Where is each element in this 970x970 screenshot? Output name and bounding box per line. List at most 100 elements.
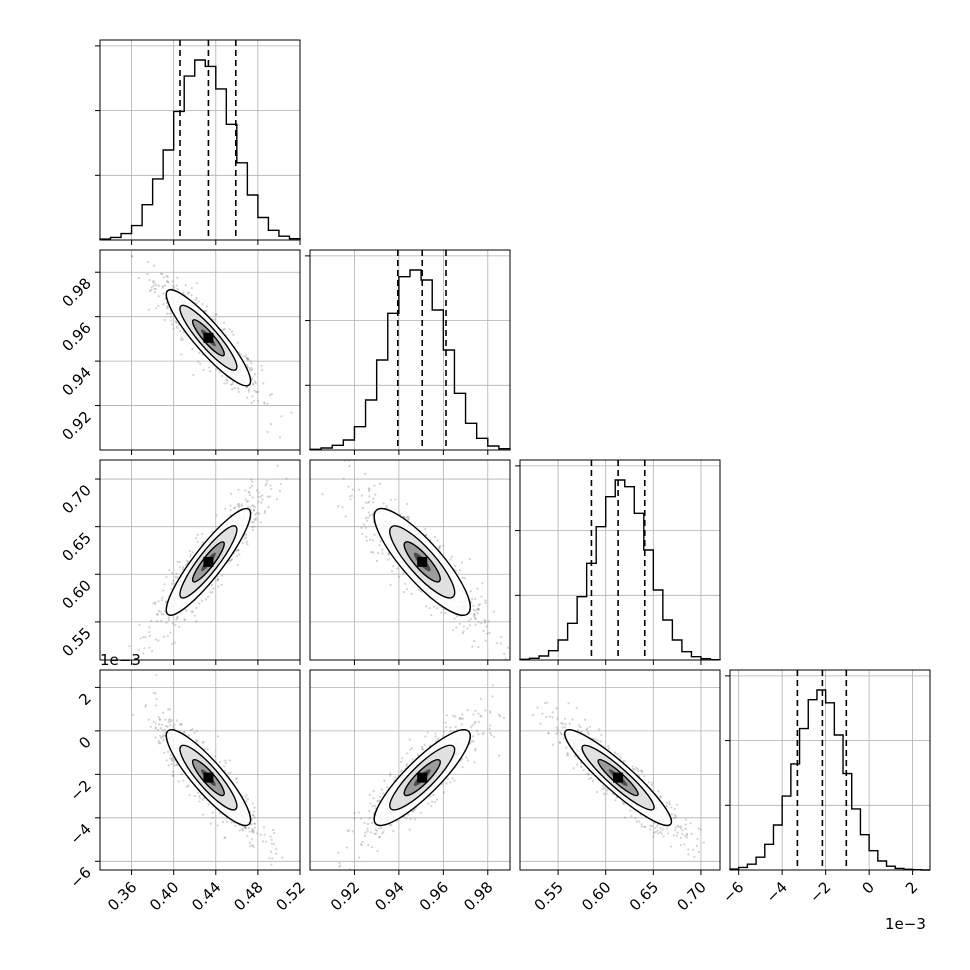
sample-point: [672, 834, 675, 837]
sample-point: [483, 621, 486, 624]
sample-point: [157, 742, 161, 745]
sample-point: [366, 501, 370, 504]
sample-point: [245, 536, 248, 539]
sample-point: [256, 390, 260, 393]
sample-point: [460, 561, 464, 564]
sample-point: [168, 718, 171, 722]
sample-point: [640, 769, 643, 772]
sample-point: [153, 291, 156, 294]
sample-point: [229, 508, 232, 512]
sample-point: [176, 764, 179, 767]
sample-point: [484, 620, 487, 623]
sample-point: [269, 422, 273, 426]
sample-point: [587, 733, 590, 736]
sample-point: [477, 645, 480, 649]
sample-point: [258, 512, 261, 515]
sample-point: [517, 719, 519, 721]
sample-point: [488, 631, 491, 635]
sample-point: [429, 795, 432, 798]
sample-point: [364, 516, 367, 520]
sample-point: [265, 482, 268, 485]
sample-point: [473, 612, 476, 616]
sample-point: [474, 609, 477, 612]
sample-point: [281, 856, 284, 859]
sample-point: [367, 516, 370, 519]
sample-point: [479, 714, 482, 717]
sample-point: [237, 505, 240, 508]
sample-point: [202, 740, 205, 743]
sample-point: [252, 810, 256, 813]
sample-point: [196, 540, 199, 544]
sample-point: [449, 730, 452, 733]
density-peak-cell: [203, 332, 214, 343]
panel-frame: [519, 669, 721, 871]
sample-point: [224, 507, 227, 510]
sample-point: [154, 704, 158, 707]
sample-point: [176, 287, 179, 291]
sample-point: [673, 813, 676, 817]
sample-point: [430, 805, 433, 808]
sample-point: [424, 735, 427, 738]
x-tick-label-1-0: 0.92: [327, 878, 363, 914]
sample-point: [207, 595, 210, 598]
sample-point: [245, 500, 249, 503]
sample-point: [410, 592, 413, 596]
sample-point: [263, 402, 266, 405]
sample-point: [202, 368, 205, 372]
sample-point: [198, 800, 201, 803]
sample-point: [670, 813, 673, 816]
sample-point: [390, 824, 393, 827]
sample-point: [169, 720, 172, 723]
sample-point: [651, 781, 654, 784]
sample-point: [370, 551, 373, 554]
sample-point: [357, 811, 361, 814]
sample-point: [251, 830, 254, 833]
sample-point: [246, 543, 249, 546]
sample-point: [150, 286, 153, 289]
sample-point: [278, 489, 281, 493]
sample-point: [227, 561, 230, 564]
y-tick-label-1-3: 0.98: [58, 274, 94, 310]
sample-point: [201, 302, 204, 306]
sample-point: [146, 272, 149, 276]
sample-point: [191, 728, 194, 731]
sample-point: [585, 728, 588, 731]
sample-point: [159, 726, 162, 730]
sample-point: [618, 755, 621, 758]
sample-point: [252, 400, 256, 403]
sample-point: [474, 749, 477, 752]
sample-point: [253, 380, 257, 383]
sample-point: [480, 622, 483, 625]
sample-point: [128, 645, 131, 648]
sample-point: [409, 818, 412, 821]
x-tick-label-2-0: 0.55: [531, 878, 567, 914]
sample-point: [436, 539, 439, 542]
sample-point: [472, 604, 475, 607]
sample-point: [247, 827, 251, 830]
sample-point: [116, 228, 118, 230]
sample-point: [180, 353, 183, 356]
sample-point: [358, 488, 361, 491]
sample-point: [492, 610, 495, 613]
sample-point: [222, 321, 226, 324]
sample-point: [460, 723, 463, 726]
sample-point: [471, 735, 475, 738]
x-tick-label-1-3: 0.98: [460, 878, 496, 914]
sample-point: [252, 845, 255, 848]
sample-point: [365, 535, 368, 538]
sample-point: [148, 289, 152, 292]
sample-point: [424, 534, 428, 537]
sample-point: [183, 618, 186, 621]
sample-point: [215, 367, 218, 371]
sample-point: [675, 834, 679, 837]
sample-point: [171, 719, 174, 722]
sample-point: [248, 830, 251, 833]
sample-point: [547, 731, 550, 735]
sample-point: [555, 707, 558, 710]
sample-point: [197, 791, 200, 794]
sample-point: [155, 698, 158, 701]
histogram-steps-3: [729, 689, 930, 871]
sample-point: [278, 436, 282, 439]
sample-point: [267, 506, 270, 509]
